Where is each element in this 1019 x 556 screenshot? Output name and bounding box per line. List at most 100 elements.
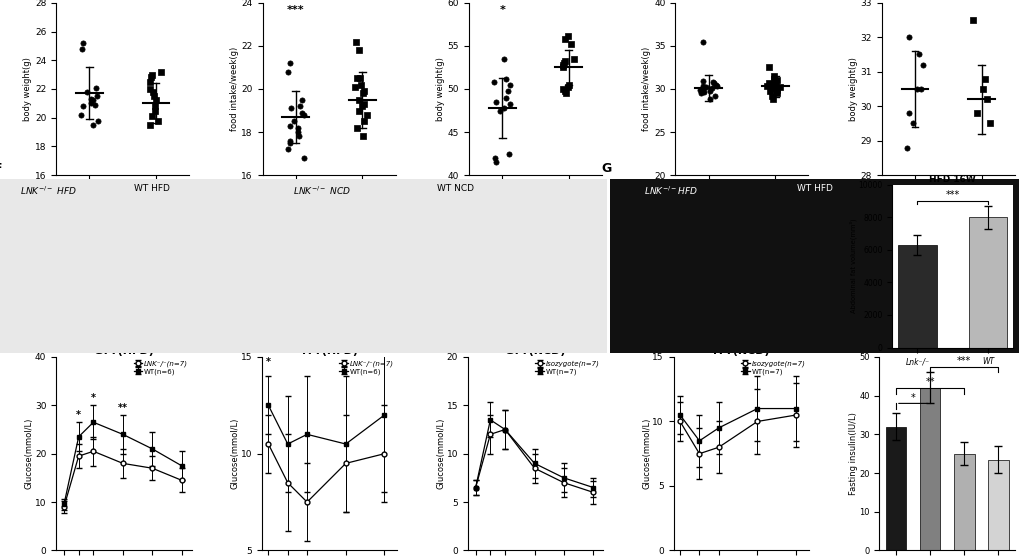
Point	[354, 102, 370, 111]
Point	[976, 74, 993, 83]
Point	[557, 89, 574, 98]
Point	[705, 78, 721, 87]
Point	[900, 108, 916, 117]
Point	[707, 80, 723, 89]
Point	[760, 63, 776, 72]
Point	[768, 89, 785, 98]
Point	[144, 70, 160, 79]
Point	[351, 95, 367, 104]
Point	[556, 34, 573, 43]
Point	[765, 74, 782, 83]
Point	[974, 85, 990, 93]
Point	[88, 83, 104, 92]
Point	[694, 77, 710, 86]
Point	[488, 97, 504, 106]
Point	[279, 67, 296, 76]
Text: $LNK^{-/-}$ HFD: $LNK^{-/-}$ HFD	[20, 184, 77, 197]
Point	[291, 132, 308, 141]
Point	[352, 74, 368, 83]
Point	[555, 58, 572, 67]
Legend: Isozygote(n=7), WT(n=7): Isozygote(n=7), WT(n=7)	[741, 360, 805, 375]
Point	[148, 96, 164, 105]
Title: HFD: HFD	[522, 0, 548, 2]
Point	[694, 81, 710, 90]
Point	[900, 33, 916, 42]
Point	[75, 38, 92, 47]
Point	[289, 123, 306, 132]
Point	[143, 73, 159, 82]
Point	[146, 92, 162, 101]
Point	[86, 96, 102, 105]
Text: *: *	[76, 410, 82, 420]
Point	[348, 74, 365, 83]
Point	[565, 54, 581, 63]
Legend: Isozygote(n=7), WT(n=7): Isozygote(n=7), WT(n=7)	[535, 360, 599, 375]
Bar	[953, 454, 973, 550]
Text: *: *	[91, 393, 96, 403]
Title: HFD 16W: HFD 16W	[928, 175, 975, 184]
Point	[706, 91, 722, 100]
Point	[908, 85, 924, 93]
Point	[912, 85, 928, 93]
Legend: LNK⁻/⁻(n=7), WT(n=6): LNK⁻/⁻(n=7), WT(n=6)	[339, 360, 393, 375]
Point	[150, 116, 166, 125]
Point	[153, 67, 169, 76]
Text: $LNK^{-/-}$ NCD: $LNK^{-/-}$ NCD	[292, 184, 351, 197]
Point	[554, 63, 571, 72]
Point	[766, 78, 783, 87]
Point	[768, 76, 785, 85]
Point	[760, 78, 776, 87]
Point	[281, 58, 298, 67]
Text: H: H	[18, 335, 29, 349]
Point	[501, 80, 518, 89]
Point	[554, 61, 571, 70]
Point	[281, 138, 298, 147]
Bar	[987, 459, 1008, 550]
Text: *: *	[266, 356, 271, 366]
Y-axis label: Glucose(mmol/L): Glucose(mmol/L)	[230, 418, 239, 489]
Point	[558, 31, 575, 40]
Point	[766, 80, 783, 89]
Point	[701, 95, 717, 104]
Point	[695, 88, 711, 97]
Point	[75, 102, 92, 111]
Y-axis label: Glucose(mmol/L): Glucose(mmol/L)	[24, 418, 34, 489]
Text: G: G	[601, 162, 611, 175]
Point	[559, 83, 576, 92]
Point	[289, 127, 306, 136]
Bar	[968, 217, 1007, 348]
Title: GTT(NCD): GTT(NCD)	[504, 346, 566, 356]
Point	[355, 132, 371, 141]
Point	[282, 121, 299, 130]
Point	[694, 85, 710, 93]
Point	[899, 143, 915, 152]
Point	[486, 153, 502, 162]
Text: **: **	[118, 403, 127, 413]
Point	[147, 102, 163, 111]
Point	[73, 110, 90, 120]
Text: L: L	[841, 335, 849, 349]
Point	[73, 44, 90, 53]
Point	[296, 153, 312, 162]
Point	[497, 93, 514, 102]
Text: F: F	[0, 162, 2, 175]
Point	[698, 83, 714, 92]
Point	[761, 86, 777, 95]
Point	[83, 99, 99, 108]
Title: ITT(HFD): ITT(HFD)	[302, 346, 358, 356]
Point	[351, 106, 367, 115]
Text: WT NCD: WT NCD	[436, 184, 473, 193]
Point	[692, 89, 708, 98]
Point	[83, 95, 99, 103]
Point	[285, 117, 302, 126]
Point	[87, 100, 103, 109]
Point	[904, 119, 920, 128]
Bar	[919, 388, 940, 550]
Point	[762, 85, 779, 93]
Point	[497, 74, 514, 83]
Point	[964, 16, 980, 24]
Point	[143, 77, 159, 86]
Text: WT HFD: WT HFD	[133, 184, 169, 193]
Point	[768, 86, 785, 95]
Point	[967, 108, 983, 117]
